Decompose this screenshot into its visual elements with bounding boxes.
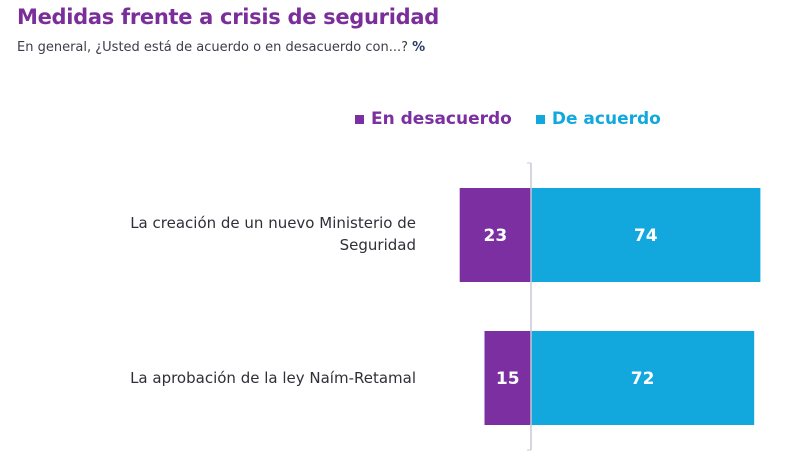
chart-subtitle: En general, ¿Usted está de acuerdo o en … (17, 40, 425, 55)
category-label: La aprobación de la ley Naím-Retamal (130, 369, 416, 387)
data-label: 23 (484, 226, 508, 246)
category-label: La creación de un nuevo Ministerio de Se… (130, 214, 416, 254)
legend-label-acuerdo: De acuerdo (551, 109, 661, 129)
bar-acuerdo (531, 188, 761, 282)
subtitle-text: En general, ¿Usted está de acuerdo o en … (17, 40, 409, 55)
legend-item-desacuerdo: En desacuerdo (355, 109, 512, 129)
legend-item-acuerdo: De acuerdo (535, 109, 661, 129)
chart-title: Medidas frente a crisis de seguridad (17, 5, 439, 29)
bar-desacuerdo (484, 331, 531, 425)
legend-swatch-acuerdo (535, 114, 545, 124)
legend-label-desacuerdo: En desacuerdo (371, 109, 512, 129)
legend-swatch-desacuerdo (355, 114, 364, 124)
data-label: 72 (631, 369, 655, 389)
data-label: 74 (634, 226, 658, 246)
bar-acuerdo (531, 331, 755, 425)
bar-desacuerdo (459, 188, 531, 282)
unit-label: % (412, 40, 426, 55)
legend: En desacuerdo De acuerdo (355, 109, 685, 129)
data-label: 15 (496, 369, 520, 389)
